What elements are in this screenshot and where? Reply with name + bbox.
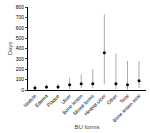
svg-text:Edema: Edema <box>34 93 50 109</box>
svg-text:Other: Other <box>105 93 118 106</box>
svg-text:Nodule: Nodule <box>22 93 38 109</box>
svg-text:Ulcer: Ulcer <box>60 92 73 105</box>
svg-text:Days: Days <box>7 42 13 56</box>
svg-text:Bone lesion total: Bone lesion total <box>111 93 141 123</box>
svg-text:100: 100 <box>16 76 25 82</box>
svg-text:Healed ulcer: Healed ulcer <box>83 93 107 117</box>
svg-text:0: 0 <box>21 87 24 93</box>
svg-text:Plaque: Plaque <box>45 93 60 108</box>
svg-text:200: 200 <box>16 66 25 72</box>
svg-text:Bone lesion: Bone lesion <box>61 93 84 116</box>
svg-text:500: 500 <box>16 35 25 41</box>
svg-text:300: 300 <box>16 56 25 62</box>
svg-text:Total: Total <box>118 93 130 105</box>
svg-text:800: 800 <box>16 4 25 10</box>
svg-text:600: 600 <box>16 25 25 31</box>
svg-text:Mixed forms: Mixed forms <box>72 92 96 116</box>
svg-text:BU forms: BU forms <box>74 124 99 130</box>
svg-text:700: 700 <box>16 14 25 20</box>
svg-text:400: 400 <box>16 45 25 51</box>
